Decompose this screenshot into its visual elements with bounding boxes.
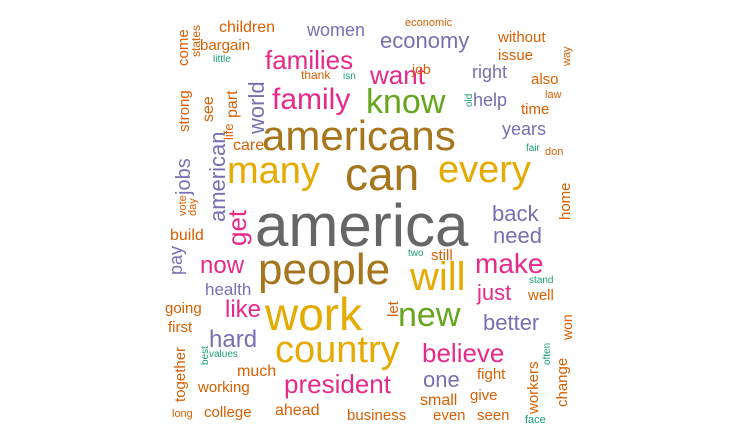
word-face: face xyxy=(525,414,546,426)
word-job: job xyxy=(411,61,431,77)
word-issue: issue xyxy=(498,47,533,64)
word-president: president xyxy=(284,369,392,399)
word-often: often xyxy=(542,343,553,365)
word-change: change xyxy=(554,358,571,407)
word-college: college xyxy=(204,404,252,421)
word-day: day xyxy=(187,198,199,216)
word-bargain: bargain xyxy=(200,37,250,54)
word-many: many xyxy=(227,150,320,192)
word-america: america xyxy=(255,192,469,259)
word-economic: economic xyxy=(405,17,453,29)
word-fair: fair xyxy=(526,143,541,154)
word-family: family xyxy=(272,83,350,116)
word-thank: thank xyxy=(301,68,331,82)
word-care: care xyxy=(233,137,264,154)
word-workers: workers xyxy=(525,361,542,415)
word-better: better xyxy=(483,310,539,335)
word-will: will xyxy=(409,255,466,299)
word-states: states xyxy=(189,25,203,57)
word-see: see xyxy=(200,96,217,122)
word-best: best xyxy=(200,346,211,365)
word-americans: americans xyxy=(262,112,456,159)
word-know: know xyxy=(366,83,446,121)
word-way: way xyxy=(561,46,573,67)
word-women: women xyxy=(306,20,365,40)
word-strong: strong xyxy=(176,90,193,132)
word-old: old xyxy=(464,94,475,107)
word-small: small xyxy=(420,392,457,409)
word-home: home xyxy=(557,182,574,220)
word-working: working xyxy=(197,379,250,396)
word-without: without xyxy=(497,29,546,46)
word-well: well xyxy=(527,287,554,304)
word-pay: pay xyxy=(166,246,186,275)
word-going: going xyxy=(165,300,202,317)
word-just: just xyxy=(476,280,511,305)
word-fight: fight xyxy=(477,366,506,383)
word-business: business xyxy=(347,407,406,424)
word-values: values xyxy=(209,349,238,360)
word-first: first xyxy=(168,319,193,336)
word-let: let xyxy=(385,300,402,317)
word-world: world xyxy=(244,81,269,135)
word-american: american xyxy=(205,132,230,222)
word-back: back xyxy=(492,201,539,226)
word-years: years xyxy=(502,119,546,139)
word-life: life xyxy=(221,123,236,140)
word-new: new xyxy=(398,296,461,334)
word-isn: isn xyxy=(343,71,356,82)
word-even: even xyxy=(433,407,466,424)
word-still: still xyxy=(431,247,453,264)
word-help: help xyxy=(473,90,507,110)
word-want: want xyxy=(369,60,426,90)
word-need: need xyxy=(493,223,542,248)
word-together: together xyxy=(172,347,189,402)
word-build: build xyxy=(170,227,204,244)
word-give: give xyxy=(470,387,498,404)
word-stand: stand xyxy=(529,275,553,286)
word-seen: seen xyxy=(477,407,510,424)
word-vote: vote xyxy=(177,195,189,216)
word-much: much xyxy=(237,363,276,380)
word-health: health xyxy=(205,280,251,299)
word-like: like xyxy=(225,296,261,323)
word-now: now xyxy=(200,252,245,279)
word-every: every xyxy=(438,149,531,191)
word-hard: hard xyxy=(209,326,257,353)
word-people: people xyxy=(258,245,390,294)
word-believe: believe xyxy=(422,338,504,368)
word-country: country xyxy=(275,329,400,371)
word-can: can xyxy=(345,148,419,200)
word-ahead: ahead xyxy=(275,402,320,419)
word-make: make xyxy=(475,248,543,279)
word-part: part xyxy=(224,90,241,118)
word-also: also xyxy=(531,71,559,88)
word-won: won xyxy=(559,314,575,341)
word-law: law xyxy=(545,89,562,101)
word-time: time xyxy=(521,101,549,118)
word-jobs: jobs xyxy=(173,158,195,196)
word-long: long xyxy=(172,408,193,420)
word-economy: economy xyxy=(380,28,469,53)
word-get: get xyxy=(222,209,252,246)
word-don: don xyxy=(545,146,563,158)
word-families: families xyxy=(265,45,353,75)
word-little: little xyxy=(213,54,231,65)
word-work: work xyxy=(264,288,363,340)
word-right: right xyxy=(472,62,507,82)
word-come: come xyxy=(175,29,192,66)
word-two: two xyxy=(408,248,424,259)
word-children: children xyxy=(219,19,275,36)
word-one: one xyxy=(423,367,460,392)
